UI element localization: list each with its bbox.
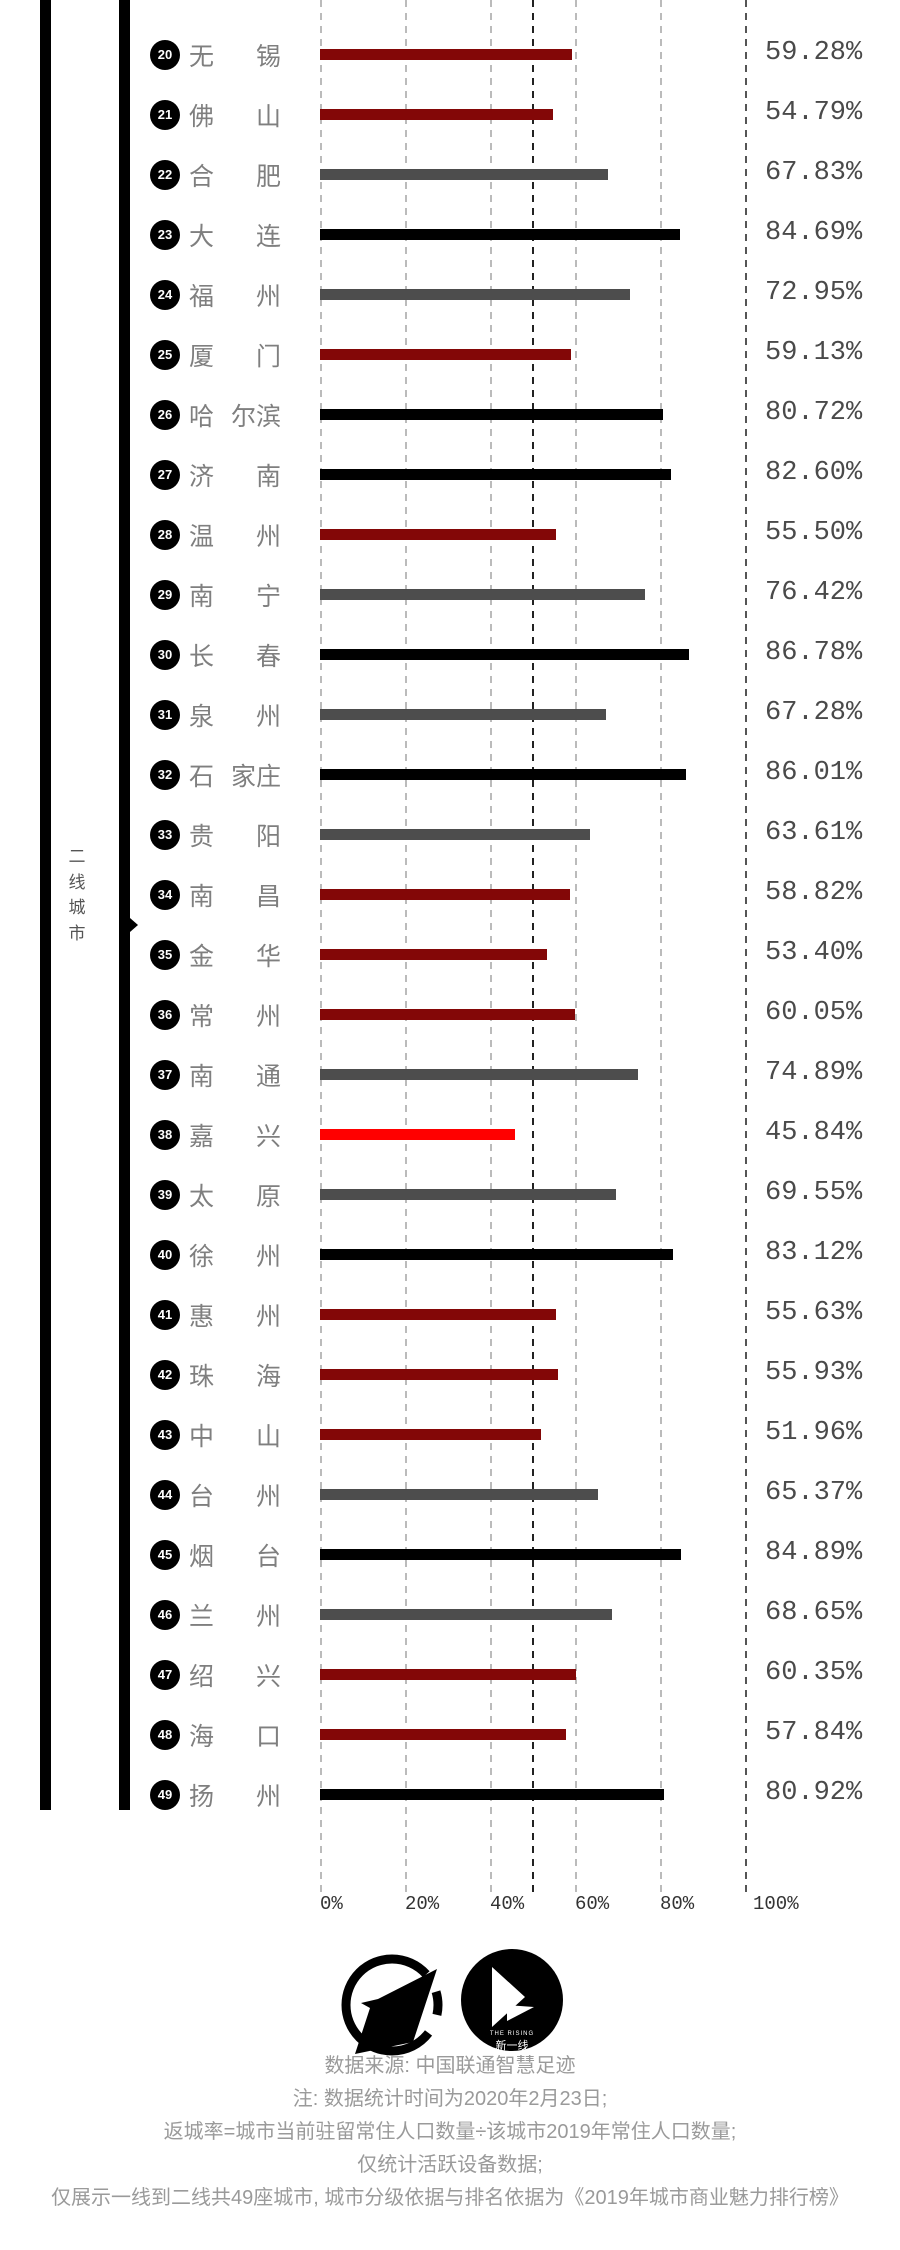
svg-text:THE RISING: THE RISING [490, 2031, 534, 2037]
